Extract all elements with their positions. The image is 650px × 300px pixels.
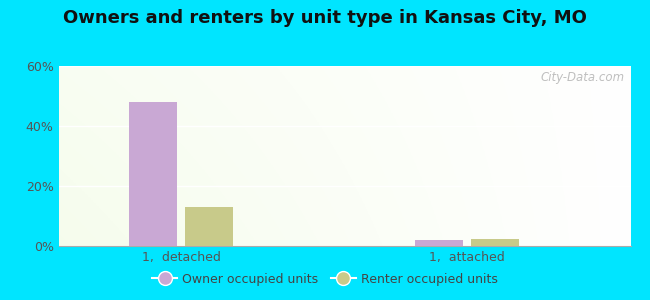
Bar: [185, 207, 233, 246]
Legend: Owner occupied units, Renter occupied units: Owner occupied units, Renter occupied un…: [148, 268, 502, 291]
Bar: [471, 238, 519, 246]
Bar: [129, 102, 177, 246]
Bar: [415, 240, 463, 246]
Text: City-Data.com: City-Data.com: [541, 71, 625, 84]
Text: Owners and renters by unit type in Kansas City, MO: Owners and renters by unit type in Kansa…: [63, 9, 587, 27]
